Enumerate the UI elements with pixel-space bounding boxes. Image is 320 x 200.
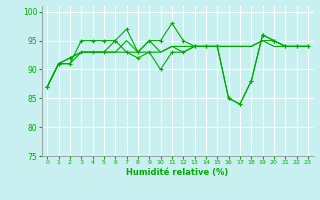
X-axis label: Humidité relative (%): Humidité relative (%) <box>126 168 229 177</box>
